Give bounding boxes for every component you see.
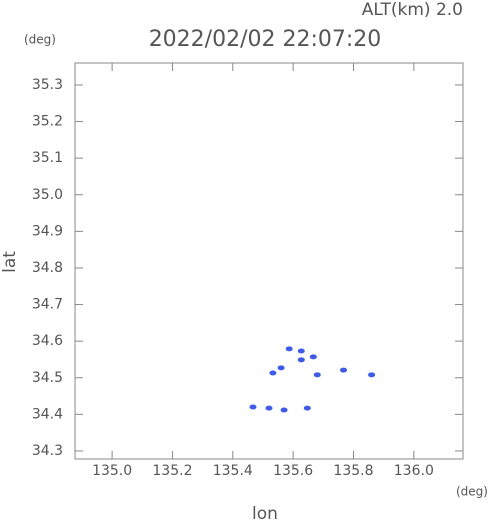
- x-tick-label: 135.2: [152, 463, 192, 479]
- echo-point: [340, 367, 348, 373]
- y-tick-label: 35.2: [32, 114, 63, 130]
- y-tick-label: 34.7: [32, 297, 63, 313]
- y-tick-label: 35.3: [32, 77, 63, 93]
- x-unit: (deg): [456, 485, 488, 499]
- echo-point: [277, 365, 285, 371]
- x-axis-label: lon: [252, 504, 278, 521]
- echo-point: [280, 407, 288, 413]
- echo-point: [285, 346, 293, 352]
- plot-frame: [74, 62, 464, 460]
- y-tick-label: 34.5: [32, 370, 63, 386]
- y-tick-label: 35.1: [32, 150, 63, 166]
- x-tick-label: 135.4: [213, 463, 253, 479]
- y-tick-label: 34.8: [32, 260, 63, 276]
- echo-point: [297, 357, 305, 363]
- echo-point: [303, 405, 311, 411]
- echo-point: [309, 354, 317, 360]
- echo-point: [368, 372, 376, 378]
- chart-title: 2022/02/02 22:07:20: [149, 27, 382, 52]
- x-tick-label: 135.8: [333, 463, 373, 479]
- y-unit: (deg): [24, 33, 56, 47]
- echo-point: [269, 370, 277, 376]
- x-tick-label: 135.0: [92, 463, 132, 479]
- y-tick-label: 35.0: [32, 187, 63, 203]
- y-tick-label: 34.9: [32, 223, 63, 239]
- y-tick-label: 34.6: [32, 333, 63, 349]
- y-tick-label: 34.3: [32, 443, 63, 459]
- y-tick-label: 34.4: [32, 406, 63, 422]
- echo-point: [249, 404, 257, 410]
- x-tick-label: 135.6: [273, 463, 313, 479]
- echo-point: [313, 372, 321, 378]
- x-tick-label: 136.0: [394, 463, 434, 479]
- echo-point: [265, 405, 273, 411]
- echo-point: [297, 348, 305, 354]
- altitude-label: ALT(km) 2.0: [362, 0, 463, 20]
- y-axis-label: lat: [0, 251, 20, 273]
